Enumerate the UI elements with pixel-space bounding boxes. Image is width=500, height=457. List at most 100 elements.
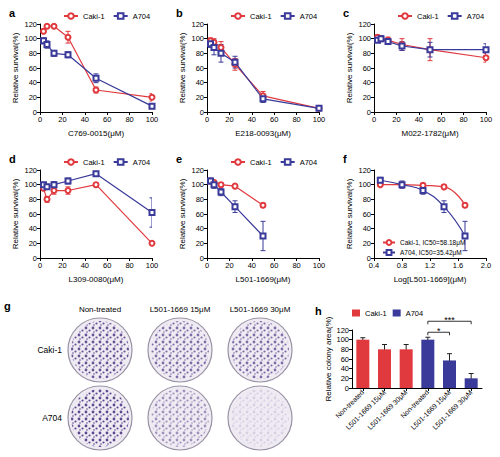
svg-text:e: e [176,153,182,165]
svg-text:c: c [343,7,349,19]
svg-text:100: 100 [358,34,371,43]
svg-text:80: 80 [292,261,300,270]
svg-text:E218-0093(μM): E218-0093(μM) [235,129,291,138]
svg-text:0: 0 [372,115,376,124]
svg-text:60: 60 [103,261,111,270]
svg-text:100: 100 [313,115,326,124]
svg-text:0: 0 [33,108,37,117]
svg-text:40: 40 [29,78,37,87]
svg-text:40: 40 [248,261,256,270]
svg-text:***: *** [444,315,455,325]
svg-text:60: 60 [196,210,204,219]
svg-text:Log[L501-1669](μM): Log[L501-1669](μM) [394,275,467,284]
svg-text:100: 100 [313,261,326,270]
svg-text:80: 80 [125,115,133,124]
svg-text:60: 60 [270,261,278,270]
svg-text:M022-1782(μM): M022-1782(μM) [401,129,458,138]
svg-text:A704: A704 [133,12,151,21]
svg-text:A704: A704 [133,158,151,167]
svg-text:L309-0080(μM): L309-0080(μM) [69,275,124,284]
svg-text:0: 0 [345,384,349,393]
svg-text:120: 120 [24,166,37,175]
svg-text:Relative colony area(%): Relative colony area(%) [324,316,333,401]
svg-text:0.8: 0.8 [397,261,407,270]
svg-text:80: 80 [29,195,37,204]
svg-text:a: a [9,7,16,19]
svg-text:Caki-1: Caki-1 [365,309,387,318]
svg-text:0: 0 [200,254,204,263]
svg-text:Relative survival(%): Relative survival(%) [345,178,354,249]
svg-text:20: 20 [196,239,204,248]
svg-text:80: 80 [125,261,133,270]
svg-text:Non-treated: Non-treated [79,305,121,314]
svg-text:C769-0015(μM): C769-0015(μM) [68,129,125,138]
svg-text:Caki-1: Caki-1 [417,12,439,21]
svg-text:40: 40 [415,115,423,124]
svg-text:80: 80 [196,195,204,204]
svg-text:*: * [437,326,441,336]
svg-text:60: 60 [29,210,37,219]
svg-text:100: 100 [24,34,37,43]
svg-text:20: 20 [58,261,66,270]
svg-text:Caki-1: Caki-1 [37,345,62,355]
svg-text:0.4: 0.4 [369,261,379,270]
svg-text:20: 20 [341,374,349,383]
svg-text:40: 40 [196,224,204,233]
svg-text:g: g [4,300,11,312]
svg-text:Relative survival(%): Relative survival(%) [11,32,20,103]
svg-text:Caki-1: Caki-1 [250,158,272,167]
svg-text:f: f [343,153,347,165]
svg-text:80: 80 [363,49,371,58]
svg-text:Relative survival(%): Relative survival(%) [178,178,187,249]
svg-text:Relative survival(%): Relative survival(%) [11,178,20,249]
svg-text:Caki-1: Caki-1 [250,12,272,21]
svg-text:80: 80 [196,49,204,58]
svg-text:Relative survival(%): Relative survival(%) [345,32,354,103]
svg-text:80: 80 [459,115,467,124]
svg-text:80: 80 [292,115,300,124]
svg-text:1.2: 1.2 [425,261,435,270]
svg-text:40: 40 [341,364,349,373]
svg-text:60: 60 [196,64,204,73]
svg-text:40: 40 [363,224,371,233]
svg-text:20: 20 [58,115,66,124]
svg-text:Caki-1: Caki-1 [83,158,105,167]
svg-text:80: 80 [363,195,371,204]
svg-text:120: 120 [24,20,37,29]
svg-text:Relative survival(%): Relative survival(%) [178,32,187,103]
svg-text:120: 120 [358,166,371,175]
svg-text:40: 40 [29,224,37,233]
svg-text:20: 20 [29,239,37,248]
svg-text:20: 20 [225,261,233,270]
svg-text:d: d [9,153,16,165]
svg-text:A704: A704 [406,309,424,318]
svg-text:40: 40 [196,78,204,87]
svg-text:b: b [176,7,183,19]
svg-text:40: 40 [81,115,89,124]
svg-text:20: 20 [392,115,400,124]
svg-text:80: 80 [29,49,37,58]
svg-text:A704: A704 [467,12,485,21]
svg-text:40: 40 [363,78,371,87]
svg-text:20: 20 [363,239,371,248]
svg-text:40: 40 [248,115,256,124]
svg-text:A704: A704 [300,158,318,167]
svg-text:60: 60 [363,210,371,219]
svg-text:A704: A704 [300,12,318,21]
svg-text:L501-1669 15μM: L501-1669 15μM [150,305,211,314]
svg-text:100: 100 [358,180,371,189]
svg-text:L501-1669 30μM: L501-1669 30μM [431,388,474,431]
svg-text:100: 100 [146,261,159,270]
svg-text:100: 100 [24,180,37,189]
svg-text:h: h [315,305,322,317]
svg-text:80: 80 [341,345,349,354]
svg-text:60: 60 [341,355,349,364]
svg-text:0: 0 [38,261,42,270]
svg-text:0: 0 [33,254,37,263]
svg-text:100: 100 [480,115,493,124]
svg-text:40: 40 [81,261,89,270]
svg-text:Caki-1, IC50=58.18μM: Caki-1, IC50=58.18μM [400,239,465,247]
svg-text:0: 0 [38,115,42,124]
svg-text:A704: A704 [42,413,62,423]
svg-text:A704, IC50=35.42μM: A704, IC50=35.42μM [400,249,462,257]
